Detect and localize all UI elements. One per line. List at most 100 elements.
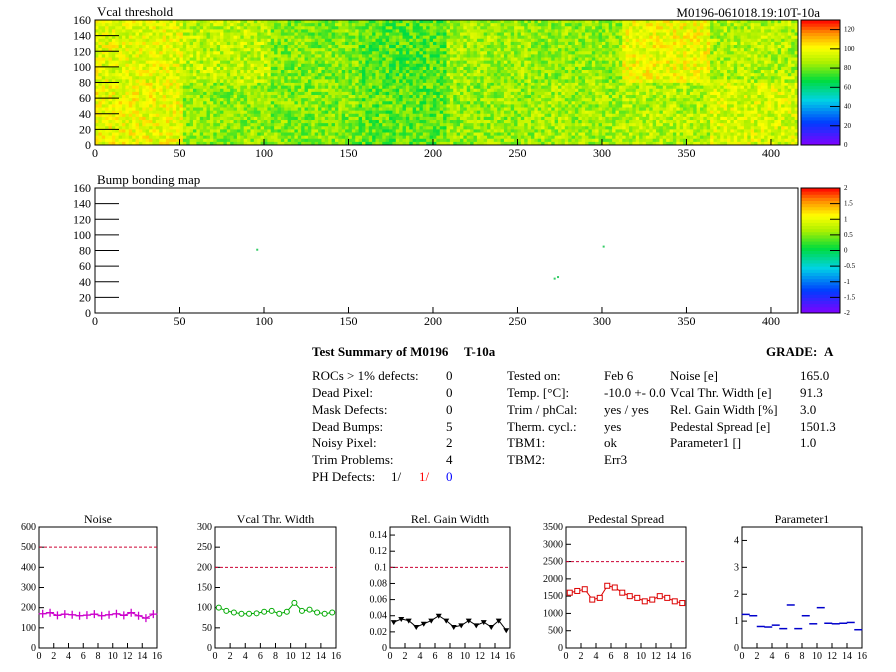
heatmap-cell bbox=[754, 98, 758, 102]
heatmap-cell bbox=[226, 113, 231, 118]
heatmap-cell bbox=[247, 95, 251, 99]
heatmap-cell bbox=[260, 120, 265, 124]
heatmap-cell bbox=[510, 91, 515, 96]
heatmap-cell bbox=[230, 73, 234, 77]
heatmap-cell bbox=[656, 120, 660, 124]
heatmap-cell bbox=[399, 107, 403, 112]
heatmap-cell bbox=[615, 98, 620, 102]
heatmap-cell bbox=[429, 88, 434, 93]
heatmap-cell bbox=[730, 95, 735, 99]
heatmap-cell bbox=[149, 116, 153, 121]
heatmap-cell bbox=[267, 141, 272, 146]
heatmap-cell bbox=[679, 104, 684, 108]
heatmap-cell bbox=[395, 120, 400, 124]
heatmap-cell bbox=[571, 129, 576, 133]
heatmap-cell bbox=[754, 129, 758, 133]
heatmap-cell bbox=[196, 129, 201, 133]
heatmap-cell bbox=[669, 107, 674, 112]
heatmap-cell bbox=[257, 141, 262, 146]
heatmap-cell bbox=[138, 107, 143, 112]
heatmap-cell bbox=[649, 120, 654, 124]
heatmap-cell bbox=[385, 126, 390, 130]
heatmap-cell bbox=[216, 60, 221, 65]
heatmap-cell bbox=[635, 104, 640, 108]
heatmap-cell bbox=[101, 82, 106, 87]
heatmap-cell bbox=[662, 116, 667, 121]
heatmap-cell bbox=[601, 95, 606, 99]
heatmap-cell bbox=[422, 126, 427, 130]
heatmap-cell bbox=[341, 104, 346, 108]
heatmap-cell bbox=[105, 26, 109, 30]
heatmap-cell bbox=[781, 129, 785, 133]
heatmap-cell bbox=[409, 82, 414, 87]
heatmap-cell bbox=[432, 107, 437, 112]
heatmap-cell bbox=[220, 26, 224, 30]
heatmap-cell bbox=[280, 120, 285, 124]
heatmap-cell bbox=[466, 132, 471, 137]
heatmap-cell bbox=[372, 129, 376, 133]
heatmap-cell bbox=[703, 98, 708, 102]
heatmap-cell bbox=[159, 63, 163, 68]
heatmap-cell bbox=[101, 132, 106, 137]
heatmap-cell bbox=[358, 138, 363, 143]
heatmap-cell bbox=[287, 107, 292, 112]
heatmap-cell bbox=[439, 98, 444, 102]
heatmap-cell bbox=[578, 113, 583, 118]
heatmap-cell bbox=[203, 20, 207, 24]
heatmap-cell bbox=[439, 129, 444, 133]
heatmap-cell bbox=[142, 20, 147, 24]
heatmap-cell bbox=[517, 98, 522, 102]
heatmap-cell bbox=[220, 70, 224, 74]
heatmap-cell bbox=[574, 104, 579, 108]
heatmap-cell bbox=[263, 126, 268, 130]
heatmap-cell bbox=[152, 126, 157, 130]
heatmap-cell bbox=[635, 85, 640, 90]
heatmap-cell bbox=[108, 126, 113, 130]
heatmap-cell bbox=[730, 132, 735, 137]
heatmap-cell bbox=[419, 132, 424, 137]
heatmap-cell bbox=[642, 91, 647, 96]
heatmap-cell bbox=[666, 123, 670, 127]
heatmap-cell bbox=[263, 135, 268, 140]
heatmap-cell bbox=[182, 54, 187, 58]
heatmap-cell bbox=[503, 123, 508, 127]
heatmap-cell bbox=[672, 107, 677, 112]
heatmap-cell bbox=[693, 101, 698, 105]
heatmap-cell bbox=[138, 110, 143, 115]
heatmap-cell bbox=[395, 85, 400, 90]
heatmap-cell bbox=[581, 138, 586, 143]
heatmap-cell bbox=[416, 126, 420, 130]
heatmap-cell bbox=[774, 85, 779, 90]
heatmap-cell bbox=[524, 141, 529, 146]
heatmap-cell bbox=[585, 126, 589, 130]
heatmap-cell bbox=[405, 91, 410, 96]
heatmap-cell bbox=[111, 95, 116, 99]
heatmap-cell bbox=[122, 82, 126, 87]
heatmap-cell bbox=[95, 57, 99, 62]
heatmap-cell bbox=[118, 110, 123, 115]
heatmap-cell bbox=[737, 135, 741, 140]
heatmap-cell bbox=[777, 116, 782, 121]
heatmap-cell bbox=[517, 123, 522, 127]
heatmap-cell bbox=[297, 82, 302, 87]
heatmap-cell bbox=[196, 20, 201, 24]
heatmap-cell bbox=[723, 116, 728, 121]
heatmap-cell bbox=[791, 123, 796, 127]
heatmap-cell bbox=[243, 116, 248, 121]
heatmap-cell bbox=[514, 91, 518, 96]
heatmap-cell bbox=[507, 95, 512, 99]
heatmap-cell bbox=[659, 98, 664, 102]
heatmap-cell bbox=[777, 107, 782, 112]
heatmap-cell bbox=[699, 126, 704, 130]
heatmap-cell bbox=[595, 95, 599, 99]
heatmap-cell bbox=[301, 116, 305, 121]
heatmap-cell bbox=[125, 116, 130, 121]
heatmap-cell bbox=[662, 88, 667, 93]
heatmap-cell bbox=[463, 141, 468, 146]
heatmap-cell bbox=[240, 141, 245, 146]
heatmap-cell bbox=[125, 45, 130, 49]
heatmap-cell bbox=[311, 132, 316, 137]
heatmap-cell bbox=[260, 91, 265, 96]
heatmap-cell bbox=[291, 104, 295, 108]
heatmap-cell bbox=[571, 98, 576, 102]
